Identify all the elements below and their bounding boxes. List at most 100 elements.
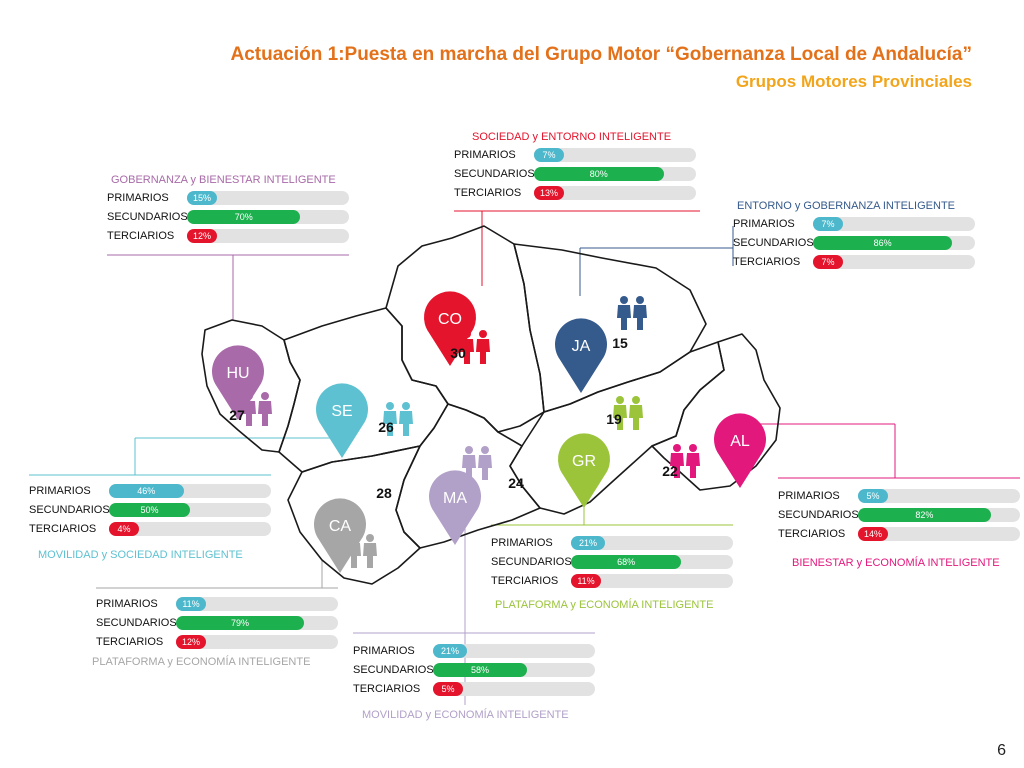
sector-row: TERCIARIOS 13% (454, 185, 696, 204)
province-code: CO (438, 311, 462, 328)
sector-bar-fill: 58% (433, 663, 527, 677)
sector-label: TERCIARIOS (96, 636, 164, 648)
map-pin-icon (424, 291, 477, 366)
sector-bar-fill: 4% (109, 522, 139, 536)
sector-row: SECUNDARIOS 80% (454, 166, 696, 185)
sector-panel-ja: PRIMARIOS 7% SECUNDARIOS 86% TERCIARIOS 7% (733, 216, 975, 273)
panel-caption-hu: GOBERNANZA y BIENESTAR INTELIGENTE (111, 174, 336, 186)
sector-label: SECUNDARIOS (353, 664, 434, 676)
sector-bar-track: 13% (534, 186, 696, 200)
sector-label: PRIMARIOS (733, 218, 795, 230)
sector-row: PRIMARIOS 15% (107, 190, 349, 209)
sector-bar-track: 86% (813, 236, 975, 250)
sector-bar-track: 12% (187, 229, 349, 243)
panel-caption-co: SOCIEDAD y ENTORNO INTELIGENTE (472, 131, 672, 143)
province-code: CA (329, 518, 352, 535)
sector-bar-fill: 7% (813, 255, 843, 269)
sector-row: TERCIARIOS 7% (733, 254, 975, 273)
sector-bar-track: 68% (571, 555, 733, 569)
sector-bar-track: 21% (433, 644, 595, 658)
sector-label: PRIMARIOS (454, 149, 516, 161)
province-code: AL (730, 433, 750, 450)
sector-bar-fill: 79% (176, 616, 304, 630)
sector-bar-fill: 70% (187, 210, 301, 224)
slide-subtitle: Grupos Motores Provinciales (735, 72, 972, 91)
sector-bar-fill: 21% (433, 644, 468, 658)
sector-label: SECUNDARIOS (107, 211, 188, 223)
people-icon (462, 446, 492, 480)
sector-panel-ca: PRIMARIOS 11% SECUNDARIOS 79% TERCIARIOS 12% (96, 596, 338, 653)
panel-caption-al: BIENESTAR y ECONOMÍA INTELIGENTE (792, 557, 1000, 569)
sector-row: SECUNDARIOS 70% (107, 209, 349, 228)
sector-bar-track: 79% (176, 616, 338, 630)
province-marker-ca: CA 28 (314, 485, 392, 573)
sector-bar-fill: 82% (858, 508, 991, 522)
map-pin-icon (429, 470, 482, 545)
panel-caption-gr: PLATAFORMA y ECONOMÍA INTELIGENTE (495, 599, 714, 611)
sector-panel-co: PRIMARIOS 7% SECUNDARIOS 80% TERCIARIOS 13% (454, 147, 696, 204)
sector-bar-fill: 7% (534, 148, 564, 162)
sector-label: TERCIARIOS (454, 187, 522, 199)
region-jaen (513, 243, 707, 413)
panel-caption-ca: PLATAFORMA y ECONOMÍA INTELIGENTE (92, 656, 311, 668)
sector-bar-track: 7% (813, 217, 975, 231)
sector-row: TERCIARIOS 11% (491, 573, 733, 592)
sector-bar-track: 4% (109, 522, 271, 536)
sector-label: SECUNDARIOS (96, 617, 177, 629)
province-code: MA (443, 490, 467, 507)
people-icon (617, 296, 647, 330)
sector-label: TERCIARIOS (733, 256, 801, 268)
sector-bar-fill: 12% (176, 635, 206, 649)
sector-bar-fill: 68% (571, 555, 682, 569)
sector-panel-hu: PRIMARIOS 15% SECUNDARIOS 70% TERCIARIOS 12% (107, 190, 349, 247)
sector-bar-track: 15% (187, 191, 349, 205)
region-cadiz (287, 445, 421, 585)
sector-panel-ma: PRIMARIOS 21% SECUNDARIOS 58% TERCIARIOS 5% (353, 643, 595, 700)
sector-row: SECUNDARIOS 79% (96, 615, 338, 634)
sector-row: SECUNDARIOS 50% (29, 502, 271, 521)
sector-label: TERCIARIOS (353, 683, 421, 695)
sector-label: PRIMARIOS (96, 598, 158, 610)
map-pin-icon (558, 433, 610, 508)
sector-row: TERCIARIOS 12% (96, 634, 338, 653)
sector-panel-se: PRIMARIOS 46% SECUNDARIOS 50% TERCIARIOS 4% (29, 483, 271, 540)
panel-caption-ja: ENTORNO y GOBERNANZA INTELIGENTE (737, 200, 955, 212)
province-code: SE (331, 403, 352, 420)
sector-label: TERCIARIOS (29, 523, 97, 535)
sector-label: PRIMARIOS (778, 490, 840, 502)
province-code: JA (572, 338, 591, 355)
sector-label: SECUNDARIOS (454, 168, 535, 180)
province-marker-ja: JA 15 (555, 296, 647, 393)
sector-label: SECUNDARIOS (778, 509, 859, 521)
sector-bar-track: 82% (858, 508, 1020, 522)
sector-label: SECUNDARIOS (733, 237, 814, 249)
people-icon (383, 402, 413, 436)
sector-bar-track: 12% (176, 635, 338, 649)
map-pin-icon (555, 318, 607, 393)
participant-count: 15 (612, 335, 628, 351)
page-number: 6 (997, 742, 1006, 759)
slide-title: Actuación 1:Puesta en marcha del Grupo M… (230, 44, 973, 65)
province-marker-se: SE 26 (316, 383, 413, 458)
sector-label: PRIMARIOS (353, 645, 415, 657)
sector-row: TERCIARIOS 14% (778, 526, 1020, 545)
sector-label: PRIMARIOS (29, 485, 91, 497)
province-marker-ma: MA 24 (429, 446, 524, 545)
sector-label: PRIMARIOS (491, 537, 553, 549)
sector-bar-fill: 80% (534, 167, 664, 181)
participant-count: 30 (450, 345, 466, 361)
people-icon (670, 444, 700, 478)
region-sevilla (278, 307, 449, 473)
province-code: HU (226, 365, 249, 382)
province-marker-al: AL 22 (662, 413, 767, 488)
sector-bar-fill: 7% (813, 217, 843, 231)
region-cordoba (385, 225, 545, 433)
sector-row: PRIMARIOS 11% (96, 596, 338, 615)
sector-bar-track: 7% (813, 255, 975, 269)
map-pin-icon (314, 498, 366, 573)
sector-bar-fill: 11% (176, 597, 206, 611)
sector-bar-track: 5% (433, 682, 595, 696)
participant-count: 19 (606, 411, 622, 427)
sector-row: TERCIARIOS 12% (107, 228, 349, 247)
